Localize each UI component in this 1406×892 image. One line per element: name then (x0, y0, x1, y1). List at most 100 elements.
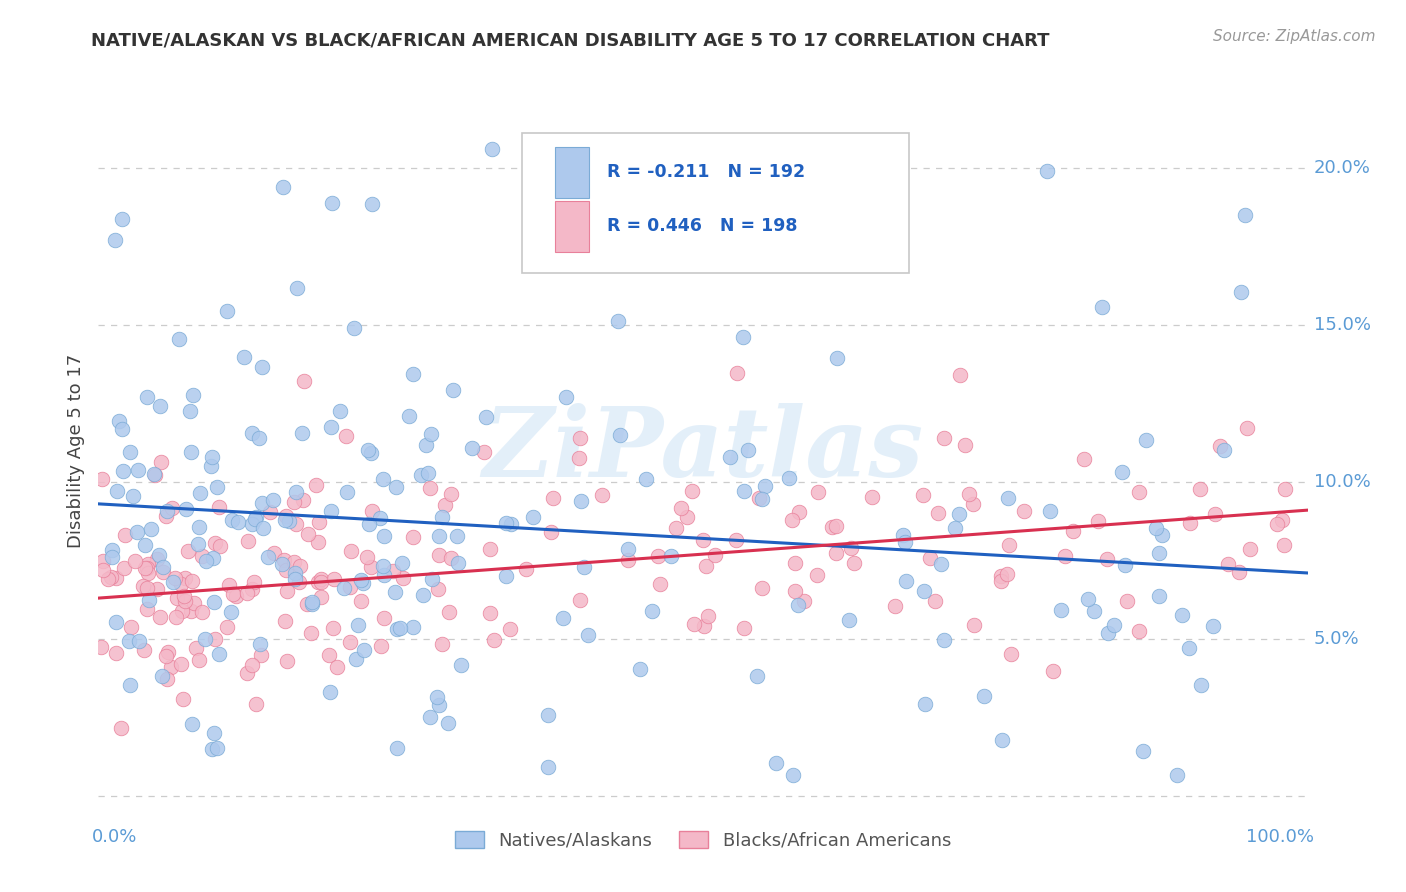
Point (927, 506, 949, 520)
Point (893, 535, 915, 549)
Point (202, 726, 225, 740)
Point (104, 571, 127, 585)
Point (120, 678, 142, 692)
Point (1213, 442, 1236, 457)
Text: 0.0%: 0.0% (93, 828, 138, 846)
Point (576, 628, 599, 642)
Point (733, 484, 755, 499)
Point (997, 491, 1019, 506)
Point (704, 549, 727, 563)
Point (353, 643, 375, 657)
Point (541, 491, 564, 506)
Point (607, 313, 630, 327)
Point (172, 691, 194, 706)
Point (789, 209, 811, 223)
Point (202, 595, 225, 609)
Point (785, 584, 807, 599)
Point (90, 472, 112, 486)
Point (297, 527, 319, 541)
Point (194, 554, 217, 568)
Point (616, 553, 638, 567)
Point (100, 570, 122, 584)
Point (515, 562, 537, 576)
Point (180, 574, 202, 589)
Point (309, 591, 332, 605)
Point (1073, 452, 1095, 467)
Point (335, 429, 357, 443)
Point (247, 431, 270, 445)
Point (1114, 558, 1136, 572)
Point (1274, 482, 1296, 496)
Point (806, 568, 828, 582)
Point (262, 492, 284, 507)
Point (276, 509, 298, 524)
Point (411, 468, 433, 483)
Point (104, 647, 127, 661)
Point (787, 598, 810, 612)
Point (215, 620, 238, 634)
Point (240, 658, 263, 673)
Point (177, 544, 200, 558)
Point (132, 643, 155, 657)
Point (725, 533, 748, 548)
Point (146, 582, 169, 596)
Point (179, 404, 201, 418)
Point (156, 672, 179, 686)
Point (1042, 665, 1064, 679)
Point (180, 716, 202, 731)
Point (1271, 513, 1294, 527)
Point (416, 467, 439, 481)
Point (156, 503, 179, 517)
Point (1209, 439, 1232, 453)
Point (682, 616, 704, 631)
Point (1062, 524, 1084, 538)
Point (991, 733, 1014, 747)
Point (934, 431, 956, 445)
Point (718, 450, 741, 464)
Point (681, 483, 703, 498)
Point (389, 621, 412, 635)
Point (402, 530, 425, 544)
Point (180, 445, 202, 459)
Point (274, 563, 297, 577)
Point (149, 610, 172, 624)
Point (1083, 603, 1105, 617)
Point (105, 483, 128, 498)
Point (311, 572, 333, 586)
Point (1144, 521, 1167, 535)
Point (200, 458, 222, 473)
Point (166, 591, 188, 605)
Point (825, 351, 848, 365)
Point (356, 549, 378, 564)
Point (844, 556, 866, 570)
Point (569, 593, 592, 607)
Point (291, 426, 314, 441)
Point (373, 610, 395, 624)
Point (207, 500, 229, 514)
Point (569, 493, 592, 508)
Point (441, 383, 464, 397)
Point (174, 571, 197, 585)
Point (136, 561, 159, 575)
Point (93, 563, 115, 577)
Point (333, 582, 356, 596)
Bar (555, 147, 589, 198)
Point (243, 574, 266, 589)
Point (257, 549, 280, 564)
Point (1128, 484, 1150, 499)
Point (693, 619, 716, 633)
Point (136, 601, 159, 615)
Point (1189, 678, 1212, 692)
Point (145, 467, 167, 482)
Point (307, 575, 329, 590)
Point (127, 463, 149, 477)
Point (252, 521, 274, 535)
Point (240, 516, 263, 531)
Point (283, 555, 305, 569)
Point (1036, 164, 1059, 178)
Point (155, 509, 177, 524)
Point (360, 197, 382, 211)
Point (787, 505, 810, 519)
Point (733, 330, 755, 344)
Point (173, 589, 195, 603)
